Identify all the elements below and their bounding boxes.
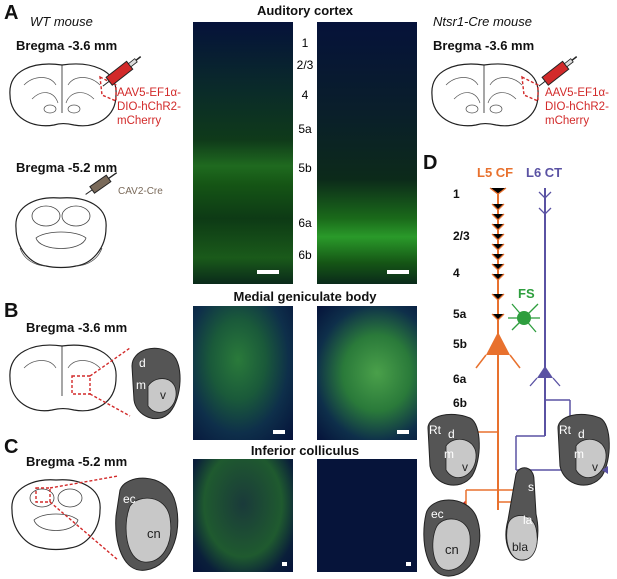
amyg-la: la <box>523 513 533 527</box>
cortex-layer-label: 4 <box>301 88 309 102</box>
mgb-label-m: m <box>136 378 146 392</box>
mgb-d-left: d <box>448 427 455 441</box>
syringe-icon <box>102 56 142 87</box>
d-layer-label: 2/3 <box>453 229 470 243</box>
auditory-cortex-ntsr1-image <box>317 22 417 284</box>
ic-schematic <box>11 475 179 571</box>
panel-label-c: C <box>4 436 19 458</box>
l5-cf-label: L5 CF <box>477 165 514 180</box>
mgb-wt-image <box>193 306 293 440</box>
coronal-brain-section-icon <box>431 63 539 127</box>
wt-mouse-label: WT mouse <box>30 14 93 29</box>
scale-bar <box>282 562 287 566</box>
scale-bar <box>273 430 285 434</box>
scale-bar <box>257 270 279 274</box>
mgb-m-right: m <box>574 447 584 461</box>
d-layer-label: 5a <box>453 307 467 321</box>
mgb-m-left: m <box>444 447 454 461</box>
ic-label-cn: cn <box>147 526 161 541</box>
ic-label-ec: ec <box>123 492 136 506</box>
brainstem-section-icon <box>15 197 107 269</box>
panel-label-b: B <box>4 300 19 322</box>
d-layer-label: 5b <box>453 337 468 351</box>
amyg-s: s <box>528 480 534 494</box>
mgb-v-right: v <box>592 460 598 474</box>
rt-label-left: Rt <box>429 423 441 437</box>
cortex-layer-label: 5a <box>298 122 312 136</box>
bregma-c: Bregma -5.2 mm <box>26 454 128 469</box>
ntsr1-mouse-label: Ntsr1-Cre mouse <box>433 14 532 29</box>
scale-bar <box>397 430 409 434</box>
mgb-ntsr1-image <box>317 306 417 440</box>
circuit-diagram <box>423 187 610 577</box>
mgb-schematic <box>9 344 181 420</box>
l6-ct-label: L6 CT <box>526 165 563 180</box>
auditory-cortex-wt-image <box>193 22 293 284</box>
mgb-d-right: d <box>578 427 585 441</box>
cortex-layer-label: 2/3 <box>296 58 314 72</box>
auditory-cortex-title: Auditory cortex <box>256 3 354 18</box>
ic-ntsr1-image <box>317 459 417 572</box>
d-layer-label: 1 <box>453 187 460 201</box>
scale-bar <box>406 562 411 566</box>
d-ic-ec: ec <box>431 507 444 521</box>
bregma-a-right: Bregma -3.6 mm <box>433 38 535 53</box>
cortex-layer-label: 6b <box>298 248 312 262</box>
bregma-a-bottom: Bregma -5.2 mm <box>16 160 118 175</box>
panel-label-a: A <box>4 2 19 24</box>
mgb-title: Medial geniculate body <box>233 289 377 304</box>
virus-label-right: AAV5-EF1α- DIO-hChR2- mCherry <box>545 87 609 127</box>
fs-label: FS <box>518 286 535 301</box>
mgb-label-v: v <box>160 388 166 402</box>
ic-wt-image <box>193 459 293 572</box>
scale-bar <box>387 270 409 274</box>
mgb-label-d: d <box>139 356 146 370</box>
rt-label-right: Rt <box>559 423 571 437</box>
cortex-layer-label: 5b <box>298 161 312 175</box>
panel-label-d: D <box>423 152 438 174</box>
cav-label: CAV2-Cre <box>118 186 163 197</box>
syringe-icon <box>538 56 578 87</box>
cortex-layer-label: 6a <box>298 216 312 230</box>
syringe-small-icon <box>85 172 118 195</box>
d-layer-label: 6a <box>453 372 467 386</box>
cortex-layer-label: 1 <box>301 36 309 50</box>
mgb-v-left: v <box>462 460 468 474</box>
d-layer-label: 4 <box>453 266 460 280</box>
amyg-bla: bla <box>512 540 529 554</box>
ic-title: Inferior colliculus <box>250 443 360 458</box>
bregma-b: Bregma -3.6 mm <box>26 320 128 335</box>
d-ic-cn: cn <box>445 542 459 557</box>
d-layer-label: 6b <box>453 396 468 410</box>
virus-label-left: AAV5-EF1α- DIO-hChR2- mCherry <box>117 87 181 127</box>
bregma-a-top: Bregma -3.6 mm <box>16 38 118 53</box>
coronal-brain-section-icon <box>9 63 117 127</box>
